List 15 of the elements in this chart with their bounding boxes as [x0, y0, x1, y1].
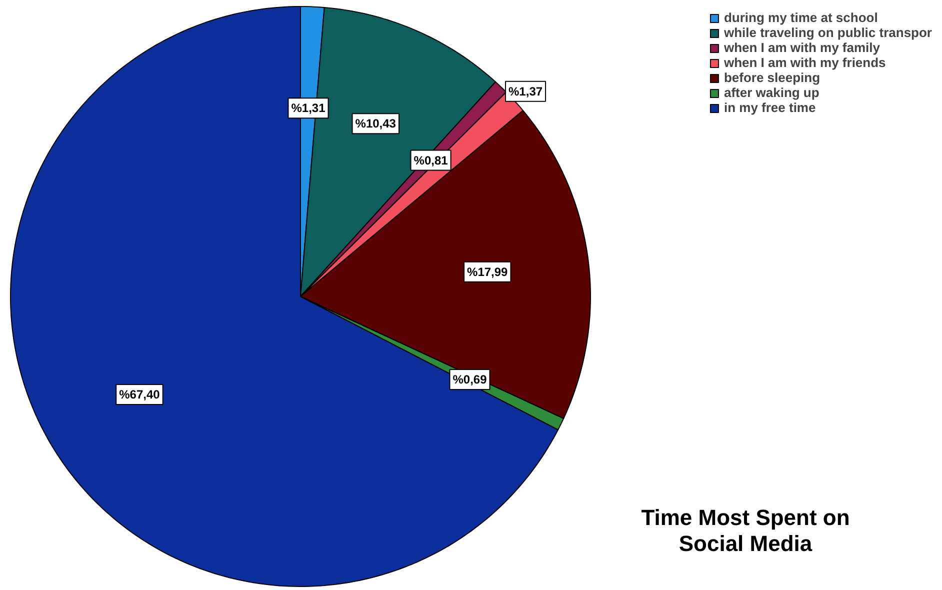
legend-label: during my time at school [724, 10, 878, 25]
data-label: %0,81 [414, 153, 448, 168]
legend-label: when I am with my friends [724, 55, 886, 70]
legend-label: when I am with my family [724, 40, 880, 55]
legend-label: after waking up [724, 85, 820, 100]
data-label: %17,99 [467, 264, 508, 279]
data-label: %67,40 [119, 387, 160, 402]
data-label: %0,69 [452, 372, 488, 386]
data-label: %10,43 [355, 116, 396, 131]
data-label: %1,31 [291, 101, 326, 116]
legend-label: while traveling on public transpor [724, 25, 932, 40]
data-label: %1,37 [508, 84, 543, 98]
legend-label: in my free time [724, 100, 816, 115]
legend-label: before sleeping [724, 70, 820, 85]
text: Time Most Spent on Social Media [641, 504, 850, 556]
